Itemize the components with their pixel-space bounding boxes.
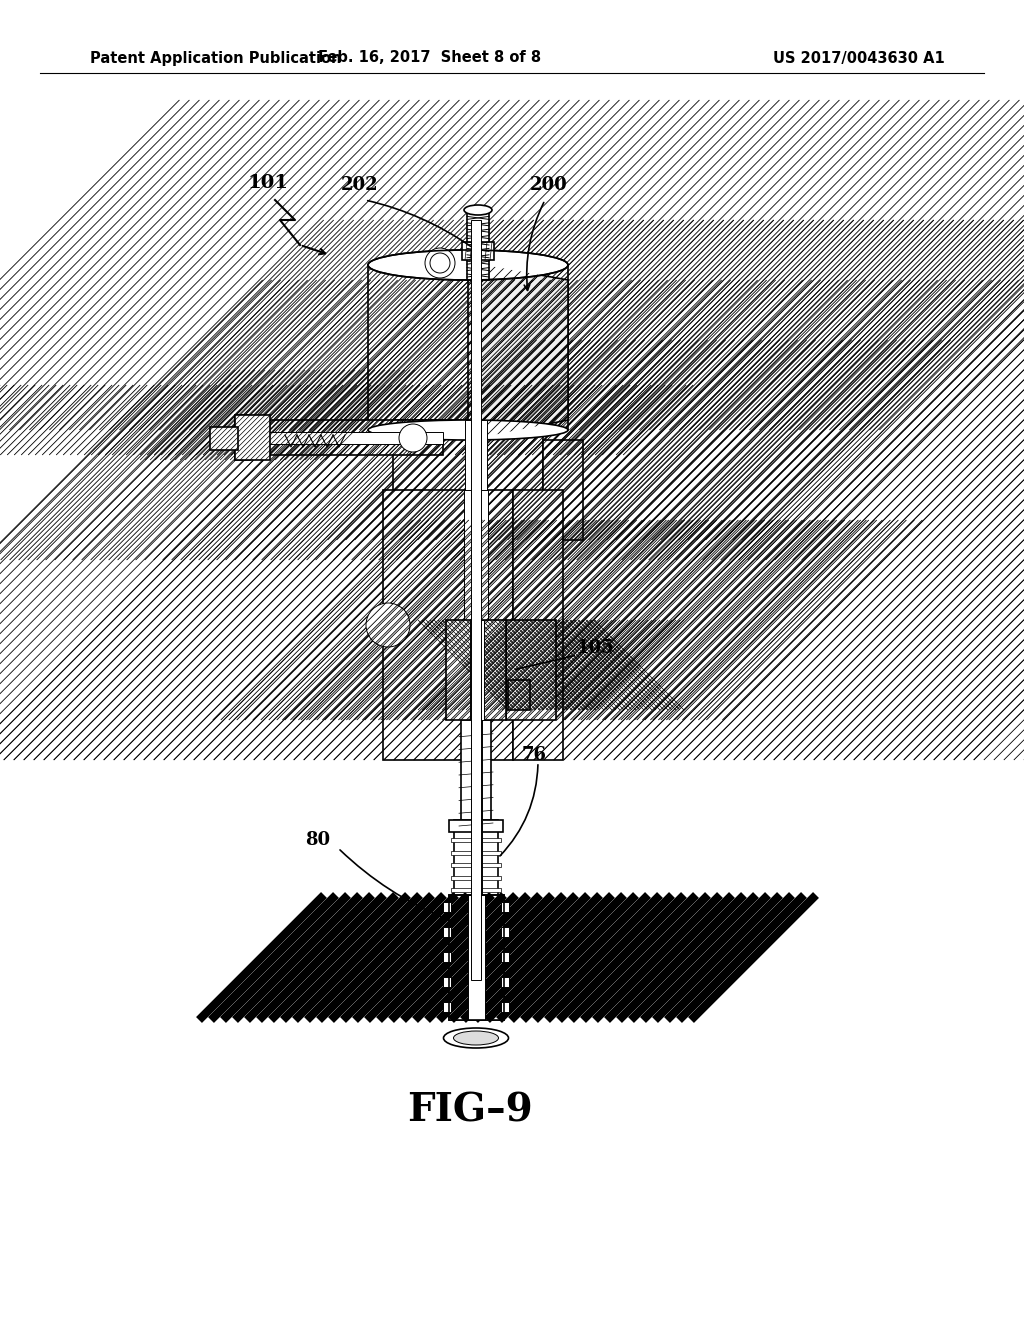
Bar: [446, 620, 506, 719]
Text: 105: 105: [577, 639, 614, 657]
Bar: [449, 895, 504, 1020]
Bar: [234, 414, 250, 459]
Ellipse shape: [464, 205, 492, 215]
Bar: [501, 952, 509, 962]
Bar: [472, 820, 482, 895]
Ellipse shape: [443, 1028, 509, 1048]
Circle shape: [366, 603, 410, 647]
Ellipse shape: [368, 420, 568, 440]
Bar: [470, 620, 484, 719]
Text: Patent Application Publication: Patent Application Publication: [90, 50, 341, 66]
Bar: [265, 432, 443, 444]
Bar: [501, 902, 509, 912]
Bar: [451, 825, 501, 829]
Bar: [471, 719, 482, 830]
Bar: [383, 490, 513, 760]
Circle shape: [430, 253, 450, 273]
Bar: [234, 414, 270, 459]
Text: 80: 80: [305, 832, 330, 849]
Bar: [508, 680, 530, 710]
Bar: [368, 265, 568, 430]
Bar: [210, 426, 238, 450]
Bar: [465, 420, 487, 560]
Text: Feb. 16, 2017  Sheet 8 of 8: Feb. 16, 2017 Sheet 8 of 8: [318, 50, 542, 66]
Bar: [462, 242, 494, 260]
Bar: [468, 895, 485, 1020]
Bar: [449, 895, 504, 1020]
Bar: [501, 1002, 509, 1012]
Text: 202: 202: [341, 176, 379, 194]
Text: 200: 200: [530, 176, 567, 194]
Bar: [449, 895, 504, 1020]
Circle shape: [399, 424, 427, 451]
Ellipse shape: [426, 253, 454, 273]
Text: US 2017/0043630 A1: US 2017/0043630 A1: [773, 50, 945, 66]
Bar: [451, 850, 501, 854]
Bar: [471, 220, 481, 979]
Bar: [451, 863, 501, 867]
Bar: [443, 927, 451, 937]
Bar: [449, 820, 503, 832]
Bar: [467, 210, 489, 280]
Bar: [501, 927, 509, 937]
Bar: [443, 1002, 451, 1012]
Bar: [506, 620, 556, 719]
Ellipse shape: [368, 249, 568, 280]
Bar: [451, 875, 501, 879]
Bar: [464, 490, 488, 760]
Bar: [443, 952, 451, 962]
Bar: [451, 888, 501, 892]
Bar: [443, 977, 451, 987]
Text: FIG–9: FIG–9: [408, 1092, 532, 1129]
Circle shape: [425, 248, 455, 279]
Ellipse shape: [454, 1031, 499, 1045]
Bar: [451, 838, 501, 842]
Text: 76: 76: [522, 746, 547, 764]
Bar: [454, 820, 498, 895]
Bar: [513, 490, 563, 760]
Bar: [501, 977, 509, 987]
Bar: [543, 440, 583, 540]
Text: 101: 101: [248, 174, 289, 191]
Bar: [265, 420, 443, 455]
Bar: [393, 420, 543, 560]
Bar: [443, 902, 451, 912]
Bar: [461, 719, 490, 830]
Polygon shape: [468, 261, 568, 440]
